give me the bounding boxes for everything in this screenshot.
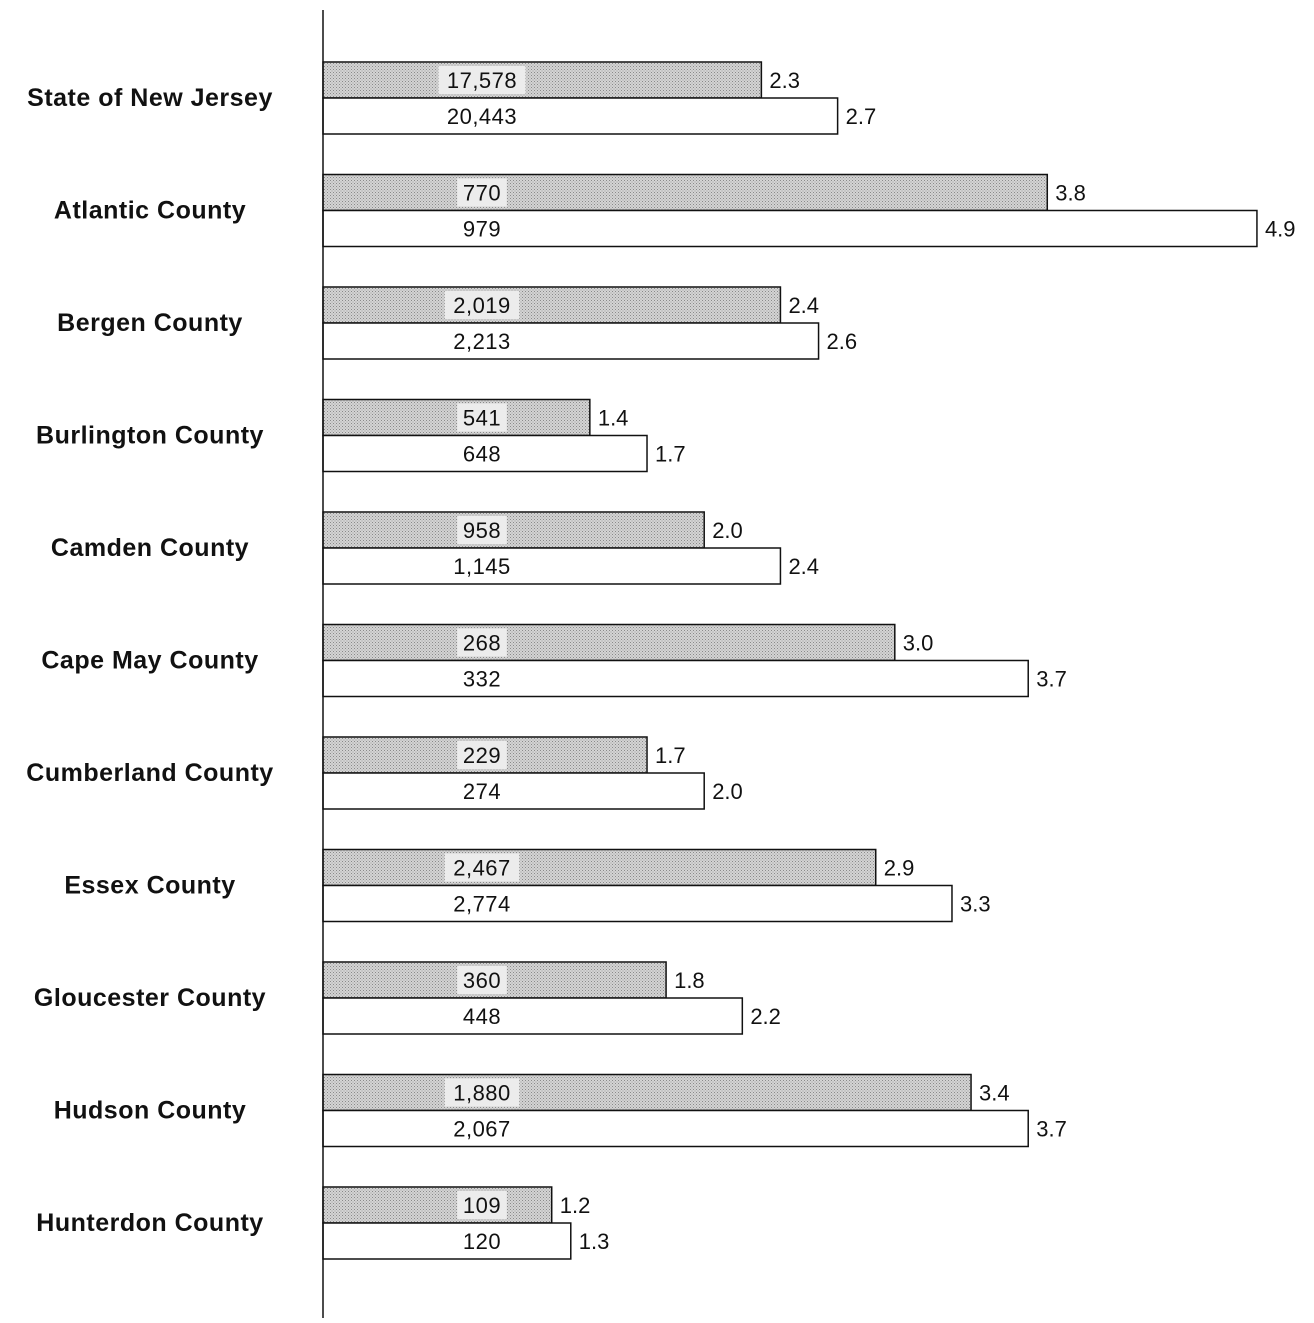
bar-white bbox=[322, 209, 1258, 248]
bar-gray bbox=[322, 1186, 553, 1224]
category-label: Burlington County bbox=[36, 422, 264, 450]
count-label-backing bbox=[444, 853, 520, 882]
count-label-backing bbox=[457, 516, 507, 544]
bar-count-label: 979 bbox=[463, 217, 501, 242]
bar-value-label: 2.0 bbox=[712, 779, 743, 804]
bar-value-label: 2.0 bbox=[712, 518, 743, 543]
bar-gray bbox=[322, 623, 896, 662]
bar-value-label: 2.4 bbox=[788, 293, 819, 318]
count-label-backing bbox=[457, 741, 507, 769]
bar-white bbox=[322, 322, 820, 360]
bar-count-label: 274 bbox=[463, 779, 501, 804]
bar-count-label: 17,578 bbox=[447, 68, 517, 93]
count-label-backing bbox=[457, 403, 507, 432]
bars-layer bbox=[322, 61, 1258, 1260]
bar-value-label: 3.8 bbox=[1055, 181, 1086, 206]
category-label: Camden County bbox=[51, 534, 249, 562]
bar-gray bbox=[322, 173, 1049, 212]
bar-gray bbox=[322, 511, 705, 549]
bar-value-label: 1.8 bbox=[674, 968, 705, 993]
bar-white bbox=[322, 772, 705, 810]
bar-count-label: 648 bbox=[463, 442, 501, 467]
bar-white bbox=[322, 547, 782, 585]
bar-gray bbox=[322, 286, 782, 324]
bar-count-label: 2,467 bbox=[453, 856, 511, 881]
bar-count-label: 109 bbox=[463, 1193, 501, 1218]
bar-count-label: 229 bbox=[463, 743, 501, 768]
bar-count-label: 268 bbox=[463, 631, 501, 656]
bar-count-label: 120 bbox=[463, 1229, 501, 1254]
bar-gray bbox=[322, 1073, 972, 1112]
category-label: Bergen County bbox=[57, 309, 243, 337]
bar-value-label: 3.7 bbox=[1036, 667, 1067, 692]
count-label-backing bbox=[457, 1191, 507, 1219]
bar-value-label: 3.0 bbox=[903, 631, 934, 656]
count-label-backing bbox=[457, 966, 507, 994]
bar-count-label: 770 bbox=[463, 181, 501, 206]
count-label-backing bbox=[457, 178, 507, 207]
count-label-backing bbox=[444, 1078, 520, 1107]
category-label: State of New Jersey bbox=[27, 84, 273, 112]
bar-count-label: 332 bbox=[463, 667, 501, 692]
category-label: Cumberland County bbox=[26, 759, 273, 787]
bar-value-label: 1.7 bbox=[655, 743, 686, 768]
category-label: Cape May County bbox=[41, 647, 258, 675]
bar-count-label: 958 bbox=[463, 518, 501, 543]
labels-layer: State of New Jersey 17,578 2.3 20,443 2.7 Atl… bbox=[26, 66, 1296, 1254]
bar-gray bbox=[322, 61, 763, 99]
bar-count-label: 2,774 bbox=[453, 892, 511, 917]
count-label-backing bbox=[457, 628, 507, 657]
bar-count-label: 2,213 bbox=[453, 329, 511, 354]
bar-count-label: 448 bbox=[463, 1004, 501, 1029]
bar-value-label: 1.2 bbox=[560, 1193, 591, 1218]
bar-gray bbox=[322, 848, 877, 887]
category-label: Essex County bbox=[64, 872, 235, 900]
bar-value-label: 2.9 bbox=[884, 856, 915, 881]
bar-count-label: 2,067 bbox=[453, 1117, 511, 1142]
bar-white bbox=[322, 1109, 1029, 1148]
bar-value-label: 4.9 bbox=[1265, 217, 1296, 242]
bar-count-label: 2,019 bbox=[453, 293, 511, 318]
bar-white bbox=[322, 884, 953, 923]
count-label-backing bbox=[438, 66, 526, 94]
bar-count-label: 1,145 bbox=[453, 554, 511, 579]
bar-white bbox=[322, 997, 744, 1035]
bar-value-label: 1.4 bbox=[598, 406, 629, 431]
bar-value-label: 3.7 bbox=[1036, 1117, 1067, 1142]
bar-count-label: 20,443 bbox=[447, 104, 517, 129]
bar-value-label: 1.7 bbox=[655, 442, 686, 467]
bar-white bbox=[322, 1222, 572, 1260]
bar-value-label: 3.3 bbox=[960, 892, 991, 917]
bar-value-label: 2.2 bbox=[750, 1004, 781, 1029]
bar-count-label: 360 bbox=[463, 968, 501, 993]
bar-value-label: 2.6 bbox=[827, 329, 858, 354]
category-label: Hudson County bbox=[54, 1097, 247, 1125]
category-label: Atlantic County bbox=[54, 197, 246, 225]
bar-count-label: 1,880 bbox=[453, 1081, 511, 1106]
category-label: Hunterdon County bbox=[36, 1209, 263, 1237]
bar-value-label: 2.7 bbox=[846, 104, 877, 129]
bar-value-label: 3.4 bbox=[979, 1081, 1010, 1106]
bar-white bbox=[322, 659, 1029, 698]
bar-value-label: 2.3 bbox=[769, 68, 800, 93]
category-label: Gloucester County bbox=[34, 984, 266, 1012]
bar-value-label: 2.4 bbox=[788, 554, 819, 579]
bar-count-label: 541 bbox=[463, 406, 501, 431]
count-label-backing bbox=[444, 291, 520, 319]
bar-value-label: 1.3 bbox=[579, 1229, 610, 1254]
bar-white bbox=[322, 97, 839, 135]
bar-gray bbox=[322, 398, 591, 437]
